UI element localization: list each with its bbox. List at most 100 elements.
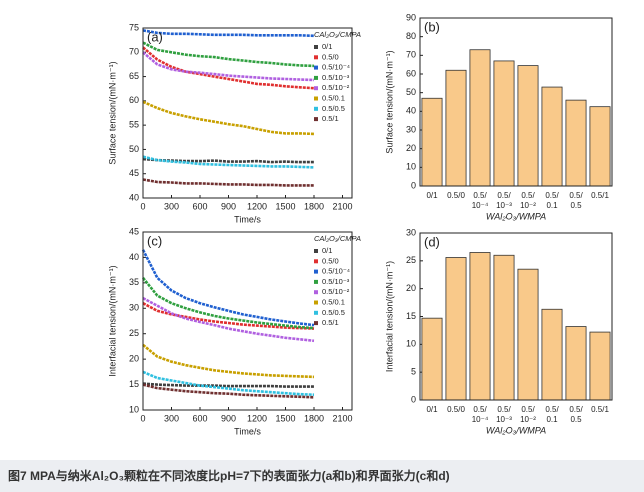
- y-tick-label: 45: [129, 168, 139, 178]
- legend-label: 0/1: [322, 42, 332, 51]
- bar: [421, 97, 443, 187]
- x-tick-label: 0.5/: [569, 191, 583, 200]
- series-line: [142, 29, 315, 38]
- x-tick-label: 0/1: [426, 191, 438, 200]
- y-tick-label: 20: [406, 143, 416, 153]
- y-tick-label: 60: [129, 95, 139, 105]
- x-tick-label: 1800: [304, 201, 324, 211]
- legend-marker: [314, 45, 318, 49]
- legend-marker: [314, 259, 318, 264]
- bar: [565, 326, 587, 401]
- bar: [541, 86, 563, 187]
- y-tick-label: 0: [411, 394, 416, 404]
- bar: [517, 65, 539, 187]
- y-tick-label: 40: [129, 192, 139, 202]
- series-line: [142, 382, 314, 388]
- series-line: [142, 383, 315, 399]
- legend-label: 0.5/0: [322, 256, 339, 265]
- x-tick-label: 0.5/: [569, 405, 583, 414]
- series-line: [142, 46, 315, 90]
- x-tick-label: 300: [164, 201, 179, 211]
- series-line: [142, 296, 315, 343]
- caption: 图7 MPA与纳米Al₂O₃颗粒在不同浓度比pH=7下的表面张力(a和b)和界面…: [8, 468, 450, 483]
- y-tick-label: 30: [129, 303, 139, 313]
- x-tick-label: 0.5/: [473, 405, 487, 414]
- x-axis-label: Time/s: [234, 426, 261, 436]
- x-tick-label: 0.5/0: [447, 405, 465, 414]
- series-line: [141, 276, 315, 330]
- y-tick-label: 15: [406, 311, 416, 321]
- x-tick-label: 10⁻³: [496, 415, 512, 424]
- y-tick-label: 75: [129, 22, 139, 32]
- y-tick-label: 25: [129, 328, 139, 338]
- legend-marker: [314, 55, 318, 60]
- series-line: [142, 41, 315, 68]
- y-tick-label: 10: [129, 404, 139, 414]
- y-tick-label: 15: [129, 379, 139, 389]
- x-tick-label: 10⁻²: [520, 201, 536, 210]
- series-line: [141, 249, 315, 327]
- legend-label: 0.5/10⁻⁴: [322, 63, 350, 72]
- legend-label: 0.5/10⁻²: [322, 287, 350, 296]
- x-tick-label: 0.1: [546, 201, 558, 210]
- bar: [589, 331, 611, 401]
- x-tick-label: 1800: [304, 413, 324, 423]
- x-tick-label: 0.5/: [545, 405, 559, 414]
- y-tick-label: 5: [411, 367, 416, 377]
- x-tick-label: 0.5/: [521, 405, 535, 414]
- legend-marker: [314, 96, 318, 101]
- bar: [445, 69, 467, 187]
- y-tick-label: 30: [406, 227, 416, 237]
- x-tick-label: 600: [192, 201, 207, 211]
- y-axis-label: Surface tension/(mN·m⁻¹): [107, 61, 117, 164]
- x-tick-label: 10⁻²: [520, 415, 536, 424]
- legend-label: 0.5/0: [322, 52, 339, 61]
- bar: [445, 257, 467, 401]
- bar: [469, 252, 491, 401]
- x-tick-label: 0.5/: [497, 191, 511, 200]
- panel-label: (a): [147, 29, 163, 44]
- legend-label: 0.5/0.5: [322, 104, 345, 113]
- plot-frame: [419, 17, 613, 187]
- x-tick-label: 2100: [332, 201, 352, 211]
- y-tick-label: 55: [129, 120, 139, 130]
- legend-label: 0/1: [322, 246, 332, 255]
- x-tick-label: 0: [140, 201, 145, 211]
- bar: [493, 254, 515, 401]
- x-tick-label: 0/1: [426, 405, 438, 414]
- y-tick-label: 65: [129, 71, 139, 81]
- bar: [469, 49, 491, 187]
- series-line: [142, 178, 314, 187]
- legend-marker: [314, 300, 318, 305]
- series-line: [142, 343, 315, 379]
- plot-frame: [419, 232, 613, 401]
- legend-marker: [314, 269, 318, 274]
- y-tick-label: 35: [129, 277, 139, 287]
- y-tick-label: 70: [406, 50, 416, 60]
- y-tick-label: 90: [406, 12, 416, 22]
- y-axis-label: Surface tension/(mN·m⁻¹): [384, 50, 394, 153]
- legend-title: CAl₂O₃/CMPA: [314, 30, 361, 39]
- legend-marker: [314, 117, 318, 122]
- y-tick-label: 50: [406, 87, 416, 97]
- y-tick-label: 80: [406, 31, 416, 41]
- legend-marker: [314, 75, 318, 80]
- y-tick-label: 25: [406, 255, 416, 265]
- x-tick-label: 0.5/1: [591, 191, 609, 200]
- bar: [421, 317, 443, 401]
- x-tick-label: 0.5/0: [447, 191, 465, 200]
- x-tick-label: 1200: [247, 413, 267, 423]
- y-tick-label: 30: [406, 124, 416, 134]
- y-tick-label: 50: [129, 144, 139, 154]
- x-axis-label: Time/s: [234, 214, 261, 224]
- plot-frame: [142, 27, 353, 199]
- bar: [541, 308, 563, 401]
- x-tick-label: 0.5/: [545, 191, 559, 200]
- panel-label: (d): [424, 234, 440, 249]
- legend-label: 0.5/10⁻³: [322, 73, 350, 82]
- y-tick-label: 45: [129, 226, 139, 236]
- legend-label: 0.5/10⁻⁴: [322, 267, 350, 276]
- series-line: [142, 100, 315, 136]
- x-tick-label: 0.5/1: [591, 405, 609, 414]
